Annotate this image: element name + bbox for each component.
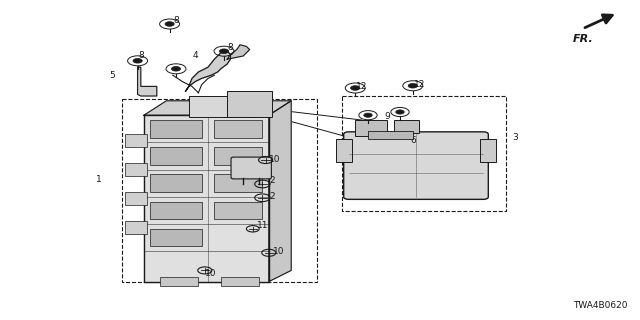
Polygon shape: [269, 101, 291, 282]
Text: 6: 6: [410, 136, 415, 145]
Bar: [160, 277, 198, 286]
Text: 5: 5: [109, 71, 115, 80]
FancyBboxPatch shape: [344, 132, 488, 199]
Bar: [214, 147, 262, 165]
FancyBboxPatch shape: [231, 157, 271, 179]
Text: 9: 9: [385, 112, 390, 121]
Text: 2: 2: [269, 176, 275, 185]
Bar: [480, 139, 496, 162]
Bar: [214, 202, 262, 219]
Text: 1: 1: [97, 175, 102, 184]
Text: 11: 11: [257, 221, 268, 230]
Polygon shape: [144, 101, 291, 115]
Bar: [150, 120, 202, 138]
Bar: [125, 134, 147, 147]
Bar: [227, 91, 272, 117]
Text: 9: 9: [410, 120, 415, 129]
Text: 8: 8: [138, 52, 143, 60]
Text: 8: 8: [173, 16, 179, 25]
Text: 7: 7: [244, 157, 249, 166]
Circle shape: [172, 67, 180, 71]
Bar: [336, 139, 352, 162]
Polygon shape: [227, 45, 250, 59]
Text: 12: 12: [413, 80, 425, 89]
Bar: [125, 192, 147, 205]
Bar: [150, 229, 202, 246]
Bar: [150, 147, 202, 165]
Bar: [150, 174, 202, 192]
Bar: [214, 120, 262, 138]
Bar: [342, 96, 506, 211]
Polygon shape: [144, 115, 269, 282]
Bar: [355, 120, 387, 136]
Text: 8: 8: [228, 44, 233, 52]
Text: 10: 10: [205, 269, 217, 278]
Bar: [394, 120, 419, 133]
Circle shape: [351, 86, 360, 90]
Bar: [122, 99, 317, 282]
Circle shape: [396, 110, 404, 114]
Circle shape: [165, 22, 174, 26]
Text: 10: 10: [273, 247, 284, 256]
Text: 4: 4: [193, 52, 198, 60]
Bar: [150, 202, 202, 219]
Text: 10: 10: [269, 156, 281, 164]
Circle shape: [220, 49, 228, 53]
Polygon shape: [186, 51, 230, 91]
Text: 12: 12: [356, 82, 367, 91]
Text: FR.: FR.: [573, 34, 593, 44]
Text: TWA4B0620: TWA4B0620: [573, 301, 627, 310]
Circle shape: [364, 113, 372, 117]
Bar: [125, 163, 147, 176]
Circle shape: [133, 59, 142, 63]
Bar: [368, 131, 413, 139]
Text: 3: 3: [513, 133, 518, 142]
Bar: [189, 96, 253, 117]
Text: 2: 2: [269, 192, 275, 201]
Circle shape: [408, 84, 417, 88]
Bar: [214, 174, 262, 192]
Bar: [221, 277, 259, 286]
Polygon shape: [138, 67, 157, 96]
Bar: [125, 221, 147, 234]
